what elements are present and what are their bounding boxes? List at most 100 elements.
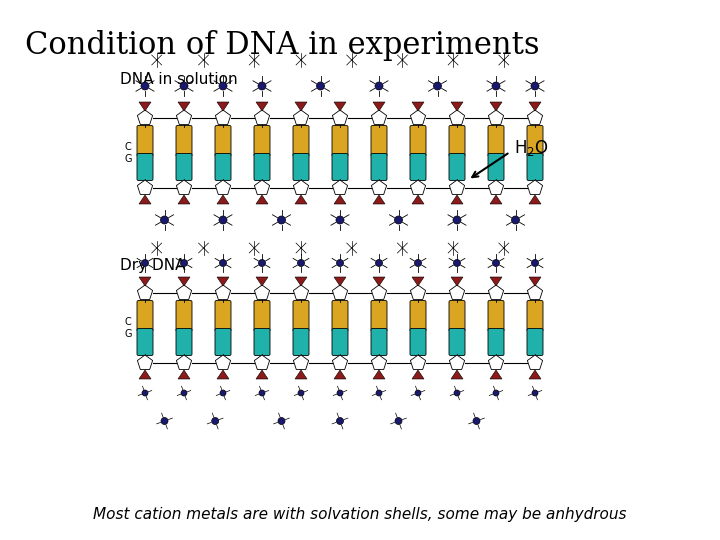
FancyBboxPatch shape <box>410 153 426 180</box>
Circle shape <box>142 390 148 396</box>
FancyBboxPatch shape <box>488 328 504 355</box>
Polygon shape <box>490 277 502 286</box>
Circle shape <box>277 216 286 224</box>
Polygon shape <box>215 110 230 125</box>
Polygon shape <box>410 285 426 300</box>
Text: G: G <box>125 329 132 339</box>
Polygon shape <box>449 285 464 300</box>
FancyBboxPatch shape <box>332 300 348 332</box>
Circle shape <box>473 417 480 424</box>
Polygon shape <box>333 110 348 125</box>
Circle shape <box>493 390 499 396</box>
Circle shape <box>532 390 538 396</box>
Circle shape <box>395 216 402 224</box>
Polygon shape <box>254 110 269 125</box>
FancyBboxPatch shape <box>254 125 270 157</box>
FancyBboxPatch shape <box>293 328 309 355</box>
FancyBboxPatch shape <box>371 328 387 355</box>
Polygon shape <box>256 102 268 111</box>
Circle shape <box>181 260 187 267</box>
FancyBboxPatch shape <box>254 153 270 180</box>
FancyBboxPatch shape <box>527 125 543 157</box>
Polygon shape <box>295 102 307 111</box>
Polygon shape <box>451 102 463 111</box>
FancyBboxPatch shape <box>371 125 387 157</box>
Polygon shape <box>488 285 503 300</box>
Polygon shape <box>178 102 190 111</box>
Circle shape <box>180 82 188 90</box>
Circle shape <box>531 82 539 90</box>
Polygon shape <box>178 195 190 204</box>
Polygon shape <box>410 355 426 369</box>
Circle shape <box>317 82 325 90</box>
FancyBboxPatch shape <box>527 300 543 332</box>
Polygon shape <box>139 195 151 204</box>
Polygon shape <box>138 285 153 300</box>
FancyBboxPatch shape <box>293 300 309 332</box>
Circle shape <box>297 260 305 267</box>
FancyBboxPatch shape <box>215 125 231 157</box>
Text: Condition of DNA in experiments: Condition of DNA in experiments <box>25 30 539 61</box>
Polygon shape <box>373 195 385 204</box>
Polygon shape <box>488 110 503 125</box>
Polygon shape <box>293 110 309 125</box>
Text: Most cation metals are with solvation shells, some may be anhydrous: Most cation metals are with solvation sh… <box>94 507 626 522</box>
Polygon shape <box>529 102 541 111</box>
Polygon shape <box>529 277 541 286</box>
Polygon shape <box>254 285 269 300</box>
Polygon shape <box>217 370 229 379</box>
Polygon shape <box>372 110 387 125</box>
FancyBboxPatch shape <box>488 300 504 332</box>
Polygon shape <box>256 277 268 286</box>
FancyBboxPatch shape <box>137 300 153 332</box>
Polygon shape <box>527 355 543 369</box>
Polygon shape <box>138 110 153 125</box>
Polygon shape <box>451 195 463 204</box>
Polygon shape <box>449 180 464 194</box>
Polygon shape <box>215 285 230 300</box>
Polygon shape <box>256 195 268 204</box>
Polygon shape <box>333 180 348 194</box>
Polygon shape <box>178 370 190 379</box>
Circle shape <box>415 390 421 396</box>
FancyBboxPatch shape <box>410 300 426 332</box>
Polygon shape <box>295 277 307 286</box>
Polygon shape <box>334 195 346 204</box>
FancyBboxPatch shape <box>137 125 153 157</box>
FancyBboxPatch shape <box>488 153 504 180</box>
Polygon shape <box>138 180 153 194</box>
FancyBboxPatch shape <box>137 328 153 355</box>
Circle shape <box>161 216 168 224</box>
Polygon shape <box>215 180 230 194</box>
Polygon shape <box>176 180 192 194</box>
Polygon shape <box>334 370 346 379</box>
Polygon shape <box>138 355 153 369</box>
Circle shape <box>142 260 148 267</box>
Polygon shape <box>176 355 192 369</box>
FancyBboxPatch shape <box>449 153 465 180</box>
Polygon shape <box>295 195 307 204</box>
Circle shape <box>181 390 187 396</box>
FancyBboxPatch shape <box>215 153 231 180</box>
Circle shape <box>376 390 382 396</box>
FancyBboxPatch shape <box>176 153 192 180</box>
FancyBboxPatch shape <box>293 125 309 157</box>
Polygon shape <box>449 110 464 125</box>
Circle shape <box>415 260 421 267</box>
FancyBboxPatch shape <box>176 125 192 157</box>
Circle shape <box>219 82 227 90</box>
FancyBboxPatch shape <box>449 300 465 332</box>
Polygon shape <box>372 180 387 194</box>
Text: C: C <box>125 142 131 152</box>
Polygon shape <box>293 355 309 369</box>
Text: C: C <box>125 317 131 327</box>
Polygon shape <box>334 277 346 286</box>
FancyBboxPatch shape <box>410 328 426 355</box>
Polygon shape <box>410 110 426 125</box>
FancyBboxPatch shape <box>410 125 426 157</box>
Text: DNA in solution: DNA in solution <box>120 72 238 87</box>
Circle shape <box>298 390 304 396</box>
Polygon shape <box>254 180 269 194</box>
FancyBboxPatch shape <box>527 328 543 355</box>
Polygon shape <box>295 370 307 379</box>
